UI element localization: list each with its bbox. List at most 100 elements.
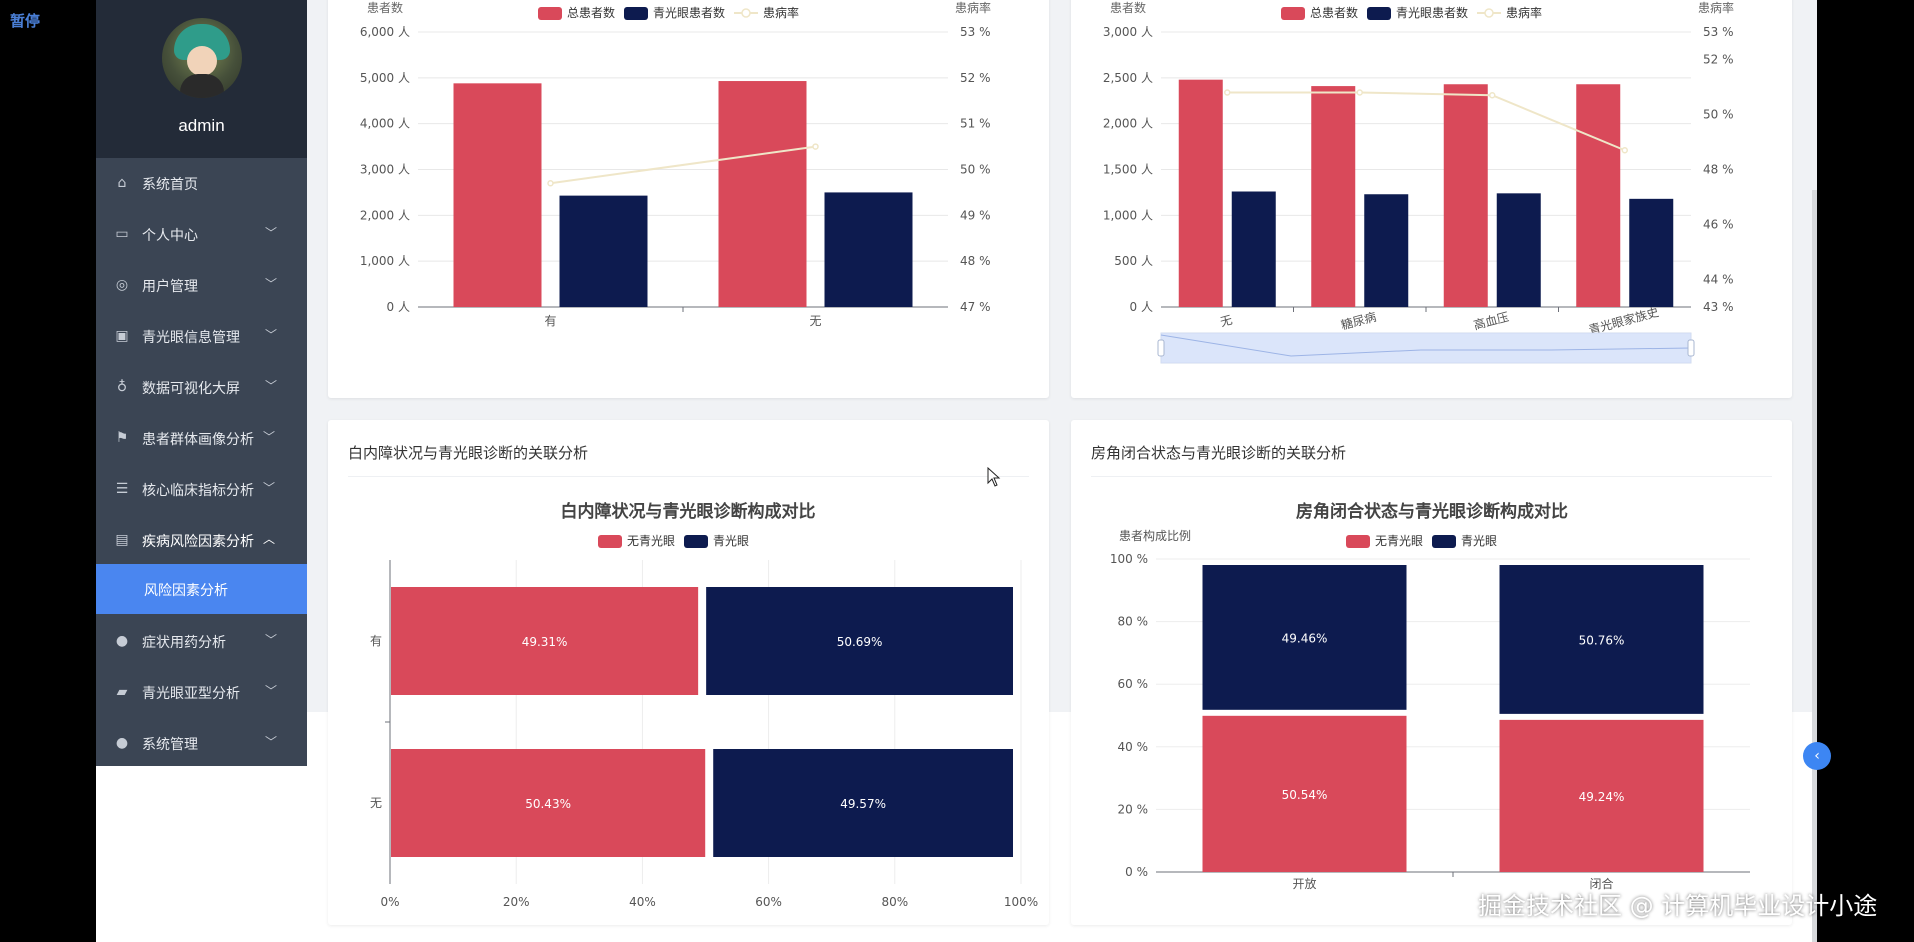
- chart-card-bottom-left: 白内障状况与青光眼诊断的关联分析 白内障状况与青光眼诊断构成对比 无青光眼 青光眼 0…: [328, 420, 1049, 925]
- y-tick-label: 0 %: [1125, 865, 1148, 879]
- chart-title: 房角闭合状态与青光眼诊断构成对比: [1296, 501, 1568, 522]
- menu-item-clinical-indicators[interactable]: ☰ 核心临床指标分析 ﹀: [96, 464, 307, 514]
- x-tick-label: 无: [809, 314, 821, 328]
- y-tick-label: 0 人: [387, 300, 410, 314]
- legend-label: 青光眼: [1461, 534, 1497, 548]
- y-right-tick-label: 47 %: [960, 300, 991, 314]
- chevron-down-icon: ﹀: [264, 226, 277, 240]
- menu-item-label: 青光眼信息管理: [142, 330, 240, 346]
- datazoom-preview: [1160, 334, 1692, 357]
- menu-item-symptom-medication[interactable]: ● 症状用药分析 ﹀: [96, 616, 307, 666]
- y-tick-label: 2,000 人: [1103, 117, 1153, 131]
- legend-label: 总患者数: [567, 5, 615, 20]
- y-tick-label: 500 人: [1114, 254, 1153, 268]
- bar: [559, 195, 648, 307]
- menu-item-label: 症状用药分析: [142, 635, 226, 651]
- chart-title: 白内障状况与青光眼诊断构成对比: [561, 501, 816, 522]
- chart-card-bottom-right: 房角闭合状态与青光眼诊断的关联分析 房角闭合状态与青光眼诊断构成对比 无青光眼 青光…: [1071, 420, 1792, 925]
- datazoom-handle-right: [1687, 339, 1695, 357]
- x-tick-label: 40%: [629, 895, 656, 909]
- y-right-tick-label: 53 %: [1703, 25, 1734, 39]
- compass-icon: ◎: [115, 277, 129, 293]
- y-right-tick-label: 53 %: [960, 25, 991, 39]
- chart-comorbidity-cataract-bars[interactable]: 总患者数 青光眼患者数 患病率 患者数 患病率 0 人 1,000 人 2,000 人 3,00…: [328, 0, 1049, 398]
- y-tick-label: 2,000 人: [360, 208, 410, 222]
- chevron-up-icon: ︿: [262, 532, 275, 546]
- bar-segment: [1202, 715, 1407, 872]
- y-right-tick-label: 43 %: [1703, 300, 1734, 314]
- bar: [718, 81, 807, 308]
- x-tick-label: 无: [1219, 313, 1234, 330]
- submenu-item-risk-analysis[interactable]: 风险因素分析: [96, 564, 307, 614]
- submenu-item-label: 风险因素分析: [144, 583, 228, 599]
- legend-swatch: [598, 535, 622, 548]
- y-tick-label: 80 %: [1118, 615, 1149, 629]
- y-right-tick-label: 50 %: [1703, 108, 1734, 122]
- legend-swatch: [1367, 7, 1391, 20]
- scrollbar[interactable]: [1812, 190, 1817, 942]
- bar: [1178, 79, 1223, 308]
- chart-card-top-right: 总患者数 青光眼患者数 患病率 患者数 患病率 0 人 500 人 1,000 人 1,500 …: [1071, 0, 1792, 398]
- rate-point: [1224, 89, 1231, 96]
- y-right-tick-label: 52 %: [1703, 53, 1734, 67]
- chevron-down-icon: ﹀: [262, 481, 275, 495]
- flag-icon: ⚑: [115, 430, 129, 446]
- menu-item-glaucoma-info[interactable]: ▣ 青光眼信息管理 ﹀: [96, 311, 307, 361]
- sidebar-header: admin: [96, 0, 307, 158]
- data-label: 49.46%: [1282, 631, 1328, 645]
- bar-segment: [391, 587, 699, 695]
- rate-point: [1356, 89, 1363, 96]
- collapse-button[interactable]: ‹: [1803, 742, 1831, 770]
- menu-item-label: 疾病风险因素分析: [142, 534, 254, 550]
- x-tick-label: 开放: [1292, 876, 1316, 891]
- menu-item-glaucoma-subtype[interactable]: ▰ 青光眼亚型分析 ﹀: [96, 667, 307, 717]
- data-label: 49.31%: [522, 635, 568, 649]
- y-tick-label: 3,000 人: [360, 163, 410, 177]
- x-tick-label: 糖尿病: [1339, 309, 1378, 333]
- chart-card-top-left: 总患者数 青光眼患者数 患病率 患者数 患病率 0 人 1,000 人 2,000 人 3,00…: [328, 0, 1049, 398]
- menu-item-patient-profile[interactable]: ⚑ 患者群体画像分析 ﹀: [96, 413, 307, 463]
- y-tick-label: 4,000 人: [360, 117, 410, 131]
- x-tick-label: 青光眼家族史: [1587, 304, 1660, 337]
- x-tick-label: 高血压: [1472, 309, 1511, 333]
- menu-item-data-screen[interactable]: ♁ 数据可视化大屏 ﹀: [96, 362, 307, 412]
- menu-item-system-management[interactable]: ● 系统管理 ﹀: [96, 718, 307, 768]
- chart-history-bars[interactable]: 总患者数 青光眼患者数 患病率 患者数 患病率 0 人 500 人 1,000 人 1,500 …: [1071, 0, 1792, 398]
- y-tick-label: 1,000 人: [1103, 208, 1153, 222]
- y-right-tick-label: 49 %: [960, 208, 991, 222]
- legend-label: 患病率: [1506, 5, 1542, 20]
- menu-item-risk-factors[interactable]: ▤ 疾病风险因素分析 ︿: [96, 515, 307, 565]
- y-tick-label: 20 %: [1118, 802, 1149, 816]
- avatar-body: [180, 74, 224, 98]
- card-title: 房角闭合状态与青光眼诊断的关联分析: [1091, 444, 1347, 462]
- legend-swatch: [1281, 7, 1305, 20]
- menu-item-home[interactable]: ⌂ 系统首页: [96, 158, 307, 208]
- bar-segment: [1499, 565, 1704, 714]
- chevron-down-icon: ﹀: [264, 735, 277, 749]
- menu-item-personal-center[interactable]: ▭ 个人中心 ﹀: [96, 209, 307, 259]
- menu-item-label: 核心临床指标分析: [142, 483, 254, 499]
- home-icon: ⌂: [117, 175, 127, 191]
- main-content: 总患者数 青光眼患者数 患病率 患者数 患病率 0 人 1,000 人 2,000 人 3,00…: [307, 0, 1817, 942]
- data-label: 50.54%: [1282, 788, 1328, 802]
- rate-line: [1227, 91, 1626, 152]
- data-label: 50.43%: [525, 797, 571, 811]
- data-label: 49.57%: [840, 797, 886, 811]
- pause-label[interactable]: 暂停: [10, 12, 41, 30]
- y-tick-label: 3,000 人: [1103, 25, 1153, 39]
- legend-swatch: [1346, 535, 1370, 548]
- chevron-down-icon: ﹀: [264, 328, 277, 342]
- avatar[interactable]: [162, 18, 242, 98]
- y-tick-label: 2,500 人: [1103, 71, 1153, 85]
- y-axis-title: 患者数: [367, 0, 403, 15]
- y-right-tick-label: 50 %: [960, 163, 991, 177]
- data-label: 49.24%: [1579, 790, 1625, 804]
- y-axis-right-title: 患病率: [1698, 0, 1734, 15]
- menu-item-user-management[interactable]: ◎ 用户管理 ﹀: [96, 260, 307, 310]
- sidebar: admin ⌂ 系统首页 ▭ 个人中心 ﹀ ◎ 用户管理 ﹀ ▣ 青光眼信息管理…: [96, 0, 307, 942]
- bar-segment: [1499, 719, 1704, 872]
- avatar-face: [187, 46, 217, 76]
